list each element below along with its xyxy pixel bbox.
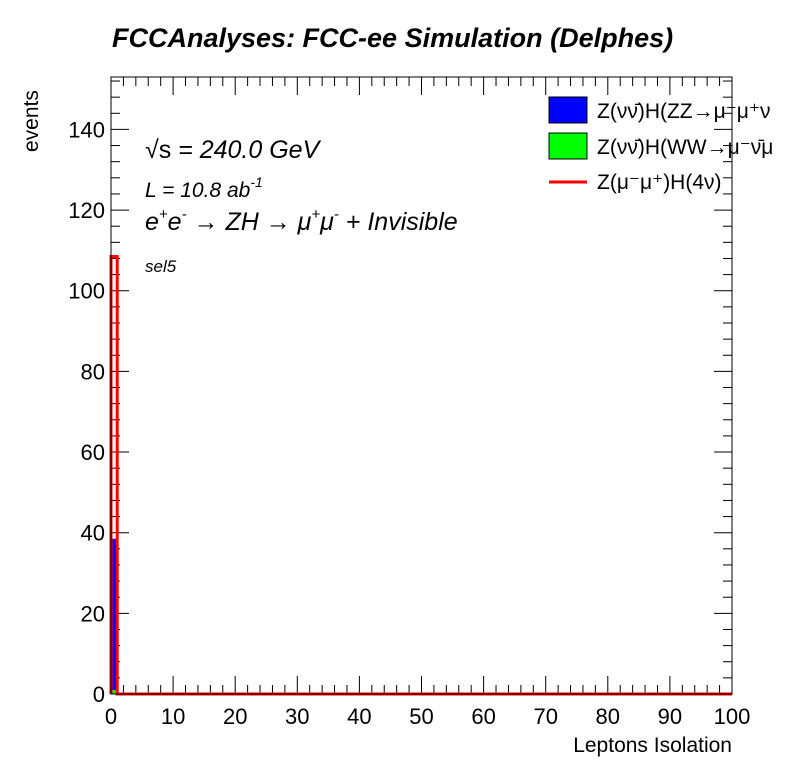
histogram-bars: [109, 254, 732, 696]
legend: Z(νν̄)H(ZZ→μ⁻μ⁺ν Z(νν̄)H(WW→μ⁻ν̄μ Z(μ⁻μ⁺…: [548, 96, 773, 194]
legend-label-4nu: Z(μ⁻μ⁺)H(4ν): [597, 171, 722, 194]
x-tick-label: 60: [471, 704, 495, 729]
plot-frame: [110, 76, 733, 695]
y-tick-label: 80: [81, 359, 105, 384]
legend-swatch-ww: [548, 132, 588, 160]
bar-series-0: [111, 538, 118, 694]
process-part: → ZH → μ: [187, 208, 312, 236]
y-tick-label: 100: [68, 279, 105, 304]
x-tick-label: 40: [347, 704, 371, 729]
process-sup: -: [334, 206, 339, 223]
chart-title: FCCAnalyses: FCC-ee Simulation (Delphes): [112, 23, 673, 53]
process-part: + Invisible: [339, 208, 458, 236]
x-axis: 0 10 20 30 40 50 60 70 80 90 100: [105, 77, 750, 729]
process-part: e: [145, 208, 159, 236]
x-tick-label: 20: [223, 704, 247, 729]
selection-annotation: sel5: [145, 257, 177, 276]
x-tick-label: 80: [596, 704, 620, 729]
legend-swatch-zz: [548, 96, 588, 124]
legend-label-zz: Z(νν̄)H(ZZ→μ⁻μ⁺ν: [597, 100, 771, 123]
y-tick-label: 20: [81, 601, 105, 626]
bar-series-1: [111, 689, 118, 694]
x-tick-label: 50: [409, 704, 433, 729]
x-tick-label: 30: [285, 704, 309, 729]
process-sup: +: [311, 206, 320, 223]
line-series-2: [109, 254, 732, 696]
y-tick-label: 120: [68, 198, 105, 223]
process-sup: -: [182, 206, 187, 223]
x-axis-label: Leptons Isolation: [573, 734, 732, 757]
process-sup: +: [159, 206, 168, 223]
energy-annotation: √s = 240.0 GeV: [145, 136, 322, 164]
y-tick-label: 40: [81, 521, 105, 546]
lumi-text: L = 10.8 ab: [145, 179, 251, 202]
energy-value: = 240.0 GeV: [171, 136, 321, 164]
luminosity-annotation: L = 10.8 ab-1: [145, 174, 263, 202]
x-tick-label: 10: [161, 704, 185, 729]
process-part: e: [168, 208, 182, 236]
legend-label-ww: Z(νν̄)H(WW→μ⁻ν̄μ: [597, 136, 773, 159]
y-tick-label: 140: [68, 117, 105, 142]
process-part: μ: [319, 208, 334, 236]
energy-sqrt: √s: [145, 136, 171, 164]
y-tick-label: 0: [93, 682, 105, 707]
x-tick-label: 100: [714, 704, 751, 729]
y-axis-label: events: [20, 90, 43, 152]
process-annotation: e+e- → ZH → μ+μ- + Invisible: [145, 206, 458, 236]
x-tick-label: 90: [658, 704, 682, 729]
x-tick-label: 70: [533, 704, 557, 729]
x-tick-label: 0: [105, 704, 117, 729]
lumi-exponent: -1: [250, 174, 262, 190]
y-tick-label: 60: [81, 440, 105, 465]
